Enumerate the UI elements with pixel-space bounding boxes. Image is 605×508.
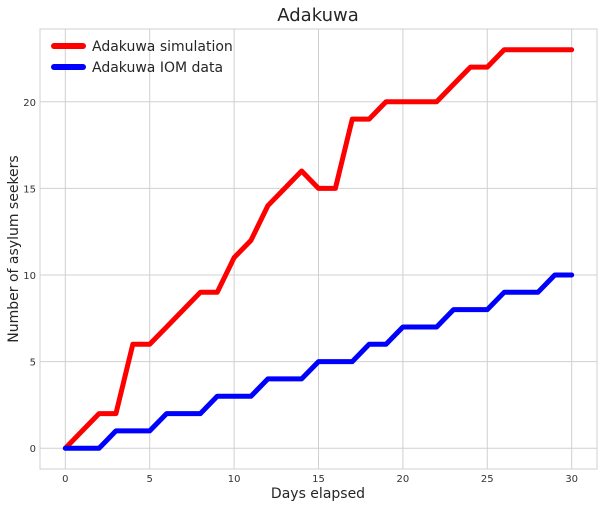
series-line-1 <box>62 47 575 451</box>
x-tick-label: 25 <box>481 474 494 485</box>
plot-area <box>39 28 598 470</box>
series-line-2 <box>62 272 575 451</box>
legend-label-2: Adakuwa IOM data <box>92 60 223 76</box>
series-lines <box>62 47 575 451</box>
y-axis-label: Number of asylum seekers <box>6 155 22 342</box>
x-tick-label: 0 <box>62 474 68 485</box>
y-axis-ticks: 0 5 10 15 20 <box>23 98 36 455</box>
legend: Adakuwa simulation Adakuwa IOM data <box>51 39 233 76</box>
legend-label-1: Adakuwa simulation <box>92 39 233 55</box>
x-tick-label: 5 <box>147 474 153 485</box>
y-tick-label: 20 <box>23 98 36 109</box>
y-tick-label: 15 <box>23 184 36 195</box>
x-axis-label: Days elapsed <box>271 486 365 502</box>
plot-frame <box>39 28 598 470</box>
y-tick-label: 0 <box>30 444 36 455</box>
x-tick-label: 15 <box>312 474 325 485</box>
x-tick-label: 20 <box>397 474 410 485</box>
y-tick-label: 10 <box>23 271 36 282</box>
x-tick-label: 30 <box>565 474 578 485</box>
x-axis-ticks: 0 5 10 15 20 25 30 <box>62 474 578 485</box>
x-tick-label: 10 <box>228 474 241 485</box>
chart-title: Adakuwa <box>277 5 358 26</box>
y-tick-label: 5 <box>30 358 36 369</box>
